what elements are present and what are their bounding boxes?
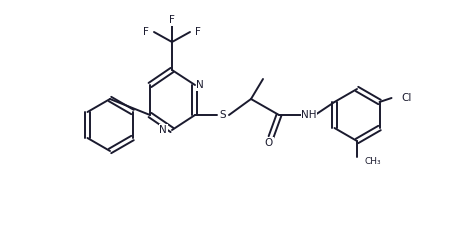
Text: Cl: Cl <box>400 93 411 103</box>
Text: F: F <box>194 27 200 37</box>
Text: O: O <box>264 138 273 148</box>
Text: F: F <box>169 15 175 25</box>
Text: N: N <box>196 80 203 90</box>
Text: S: S <box>219 110 226 120</box>
Text: NH: NH <box>300 110 316 120</box>
Text: CH₃: CH₃ <box>364 157 381 165</box>
Text: F: F <box>143 27 149 37</box>
Text: N: N <box>159 125 167 135</box>
